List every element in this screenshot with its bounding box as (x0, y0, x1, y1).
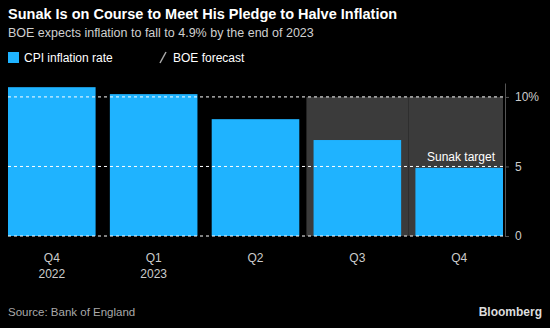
tick-label: 5 (515, 160, 522, 174)
bar (415, 168, 503, 236)
tick-label: Q1 2023 (140, 251, 167, 281)
tick: 5 (505, 160, 522, 174)
tick: 10% (505, 90, 539, 104)
x-axis: Q4 2022 Q1 2023 Q2 Q3 Q4 (38, 236, 467, 281)
tick-label-line: Q4 (451, 251, 467, 265)
grid-line (8, 96, 503, 97)
legend-swatch (160, 52, 166, 63)
legend-label: CPI inflation rate (24, 51, 113, 65)
tick: Q1 2023 (140, 236, 167, 281)
tick: Q4 2022 (38, 236, 65, 281)
credit: Bloomberg (479, 305, 542, 319)
tick-label: 0 (515, 229, 522, 243)
tick-label: Q4 (451, 251, 467, 265)
tick-label-line: Q1 (146, 251, 162, 265)
tick-label-line: Q2 (247, 251, 263, 265)
bars (8, 87, 503, 236)
tick-mark (505, 166, 509, 167)
legend-label: BOE forecast (173, 51, 245, 65)
axis-line (505, 84, 506, 237)
tick-label: 10% (515, 90, 539, 104)
grid-line (8, 236, 503, 237)
tick-label: Q2 (247, 251, 263, 265)
tick: Q3 (349, 236, 365, 265)
legend-swatch (8, 52, 19, 63)
source: Source: Bank of England (8, 306, 135, 318)
title: Sunak Is on Course to Meet His Pledge to… (8, 6, 397, 22)
tick-label-line: 2022 (38, 267, 65, 281)
tick-label-line: 2023 (140, 267, 167, 281)
legend: CPI inflation rate BOE forecast (8, 51, 245, 65)
tick-mark (505, 97, 509, 98)
y-axis: 0 5 10% (505, 84, 539, 244)
tick-mark (505, 236, 509, 237)
grid (8, 97, 503, 236)
background (0, 0, 550, 328)
bar (110, 94, 198, 236)
tick-label-line: Q4 (44, 251, 60, 265)
subtitle: BOE expects inflation to fall to 4.9% by… (8, 26, 314, 40)
bar (8, 87, 96, 236)
tick-label: Q3 (349, 251, 365, 265)
bar (314, 140, 402, 236)
tick: Q4 (451, 236, 467, 265)
tick: Q2 (247, 236, 263, 265)
tick-label-line: Q3 (349, 251, 365, 265)
tick-label: Q4 2022 (38, 251, 65, 281)
bar (212, 119, 300, 236)
annotation: Sunak target (427, 150, 496, 164)
chart: Sunak Is on Course to Meet His Pledge to… (0, 0, 550, 328)
grid-line (8, 166, 503, 167)
tick: 0 (505, 229, 522, 243)
